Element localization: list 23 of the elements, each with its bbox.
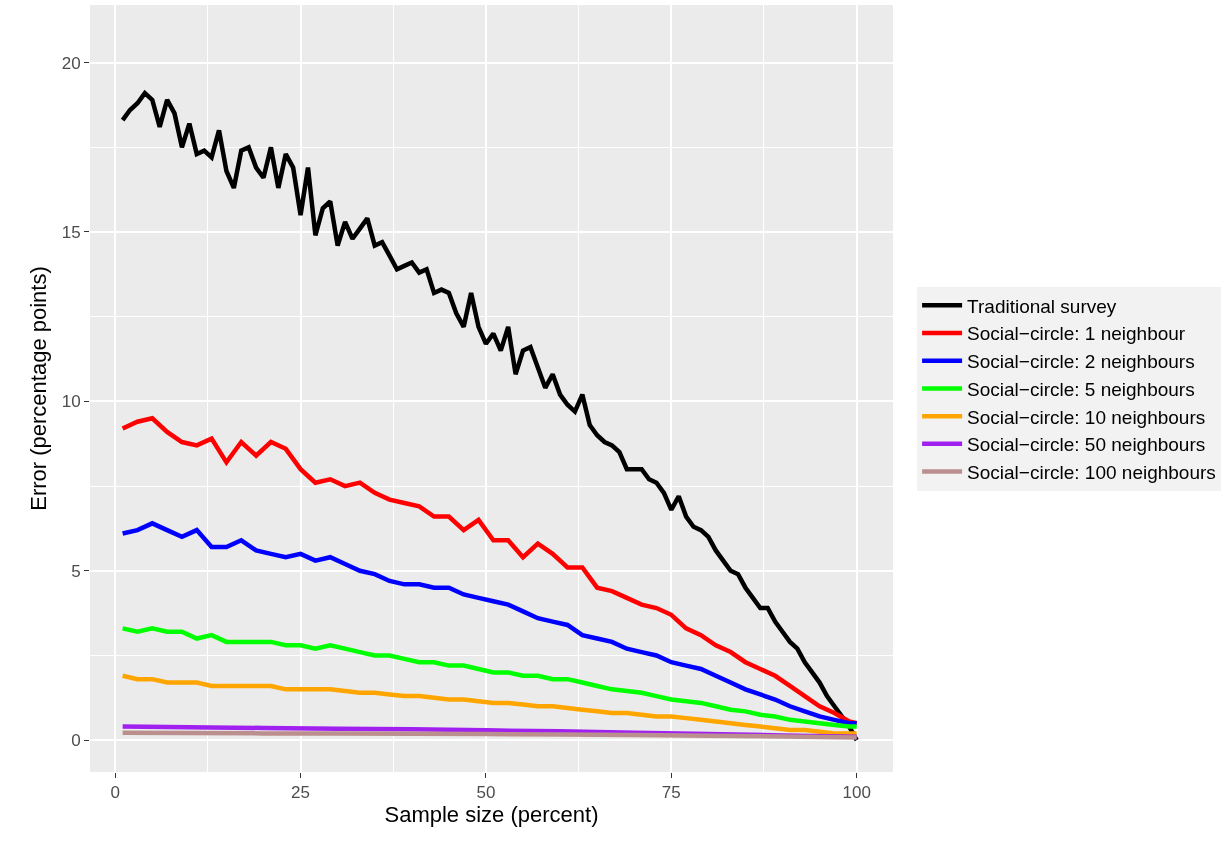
- legend-label: Social−circle: 2 neighbours: [967, 351, 1195, 373]
- line-series: [120, 90, 859, 743]
- legend-label: Social−circle: 100 neighbours: [967, 461, 1216, 483]
- y-axis-title: Error (percentage points): [26, 266, 52, 511]
- x-tick-label: 50: [476, 783, 496, 803]
- y-tick-label: 20: [61, 53, 81, 73]
- x-tick-label: 25: [291, 783, 311, 803]
- x-tick-label: 0: [110, 783, 120, 803]
- y-tick-label: 0: [71, 731, 81, 751]
- y-tick-label: 10: [61, 392, 81, 412]
- line-series: [120, 521, 859, 726]
- line-series: [120, 626, 859, 729]
- legend-label: Traditional survey: [967, 295, 1117, 317]
- x-tick-label: 75: [661, 783, 681, 803]
- x-axis-title: Sample size (percent): [384, 802, 599, 828]
- y-tick-label: 5: [71, 561, 81, 581]
- legend-label: Social−circle: 10 neighbours: [967, 406, 1206, 428]
- legend-label: Social−circle: 1 neighbour: [967, 323, 1186, 345]
- legend-label: Social−circle: 50 neighbours: [967, 434, 1206, 456]
- line-series: [120, 673, 859, 736]
- y-tick-label: 15: [61, 222, 81, 242]
- x-tick-label: 100: [842, 783, 871, 803]
- legend-label: Social−circle: 5 neighbours: [967, 378, 1195, 400]
